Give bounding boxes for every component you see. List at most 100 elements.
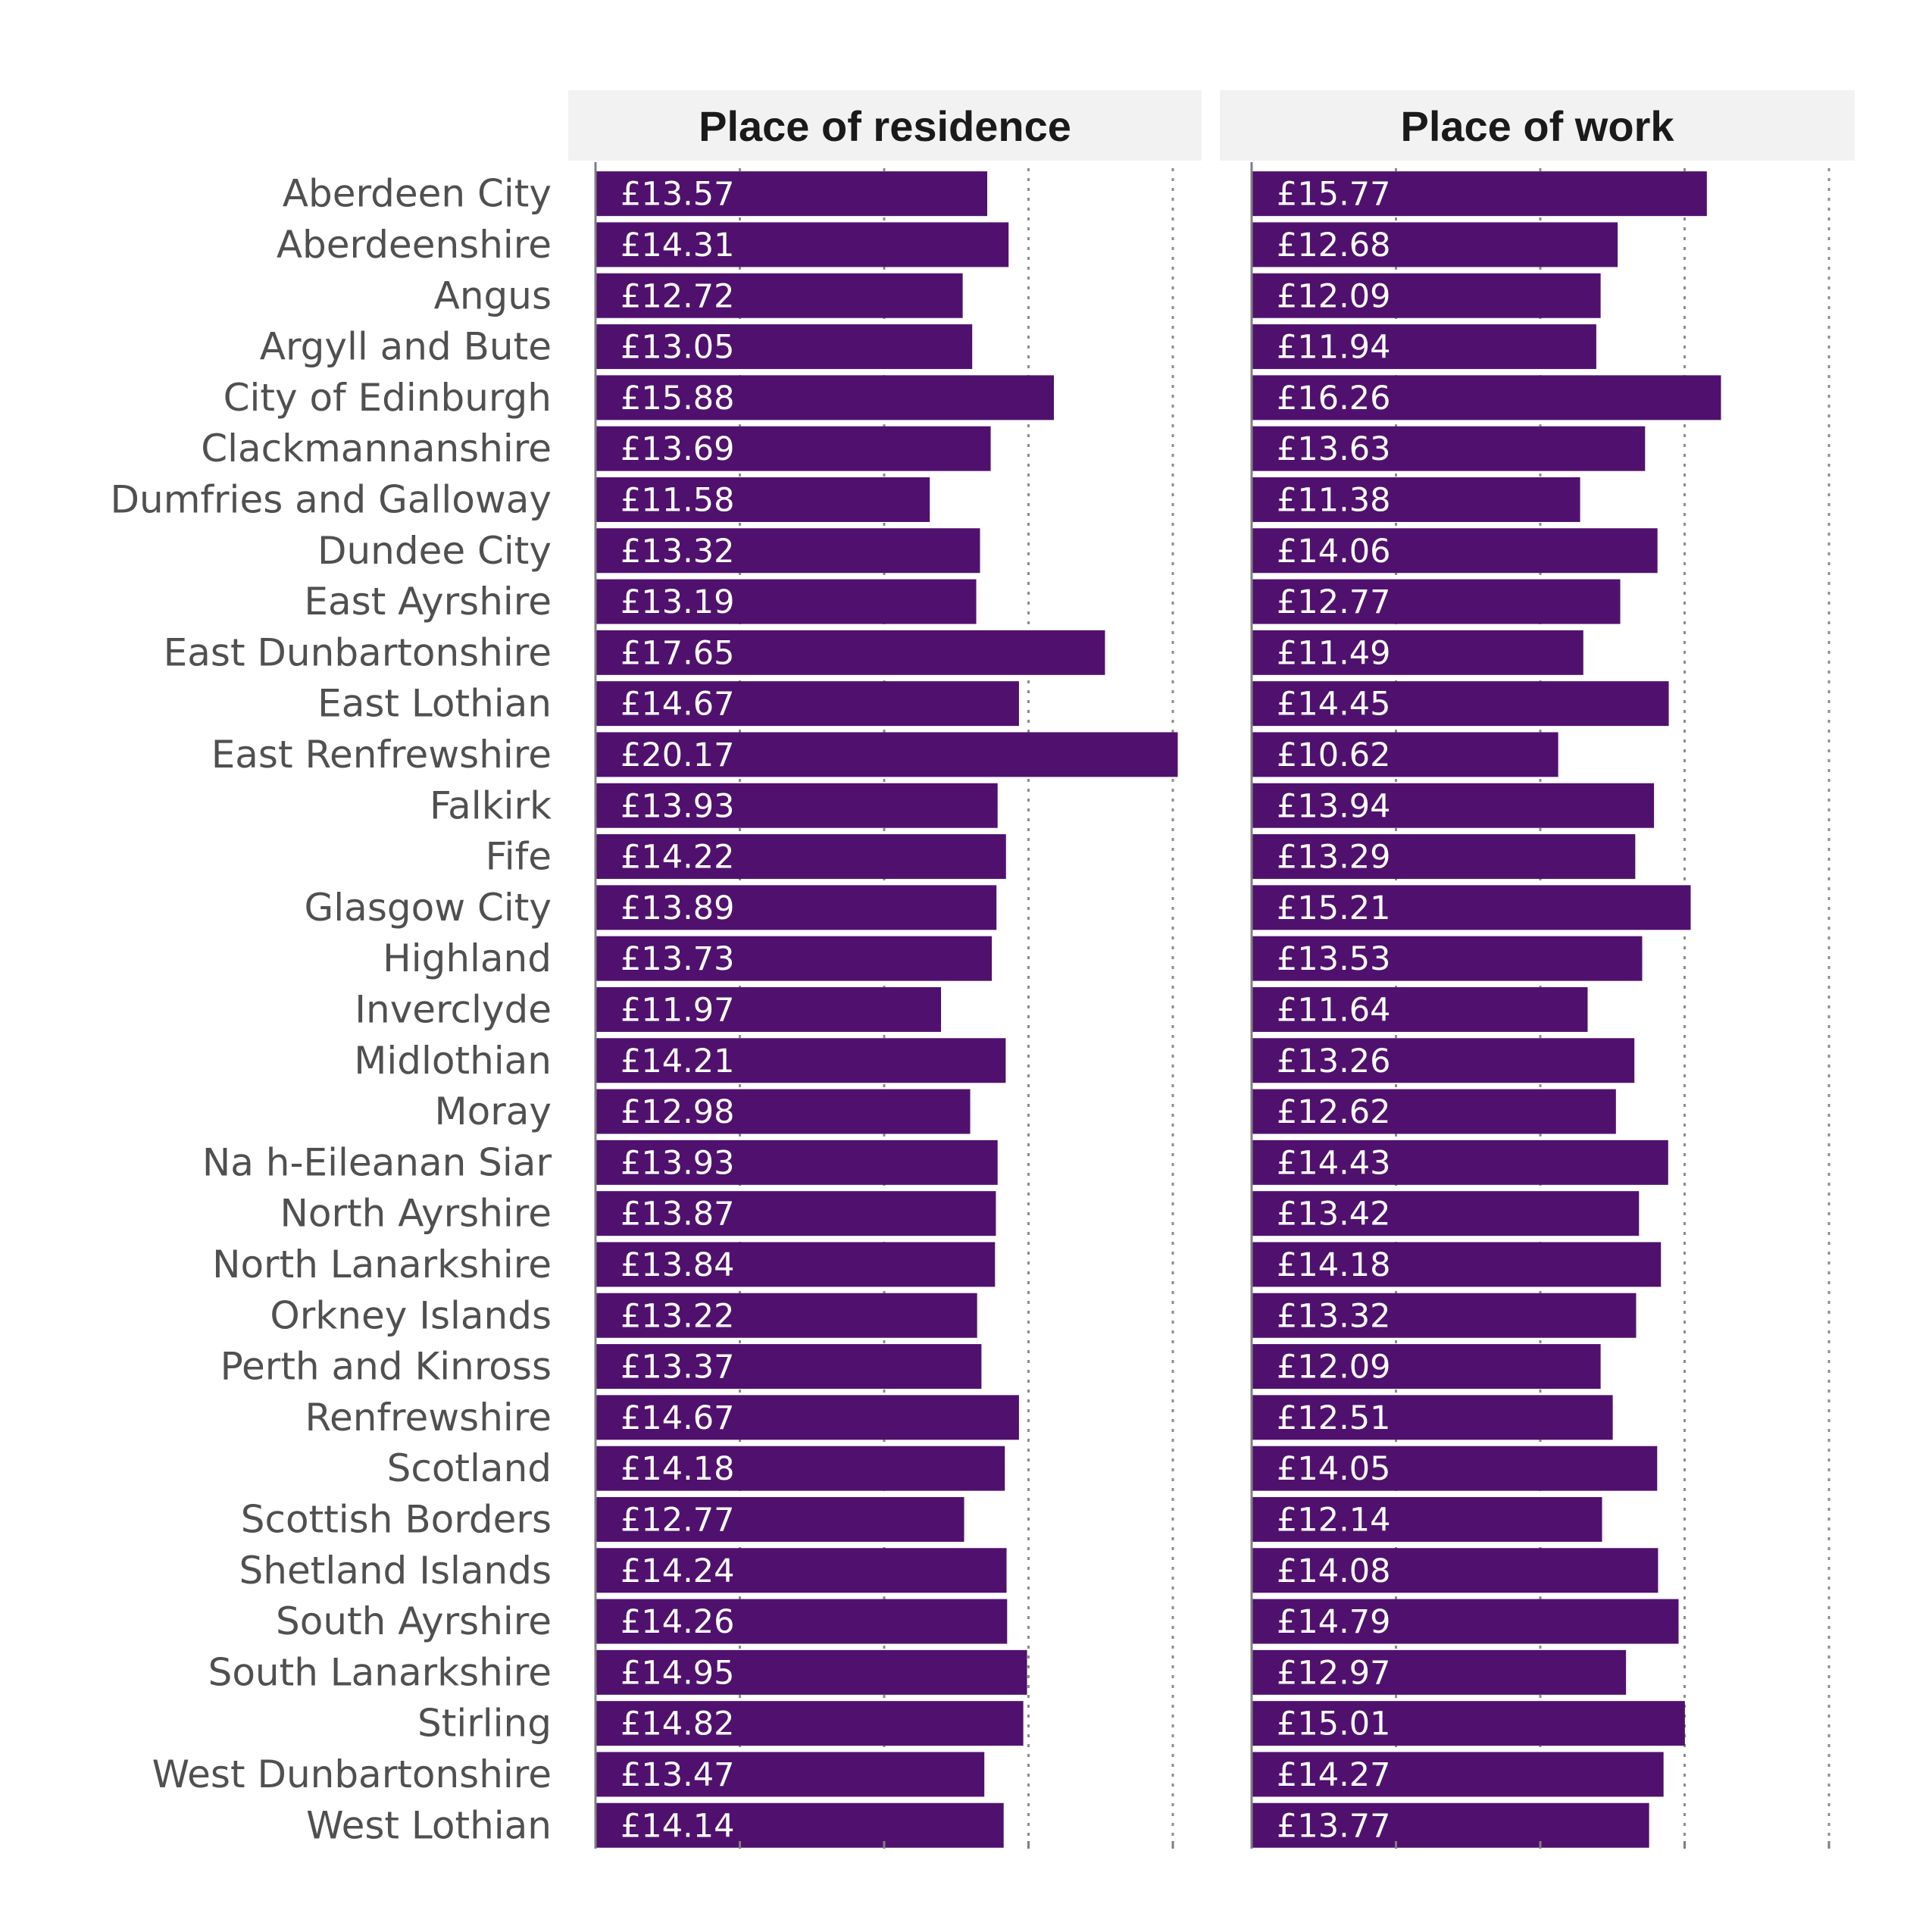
bar-work [1252,1802,1649,1848]
bar-value-label-residence: £14.31 [621,227,734,264]
bar-residence [596,1701,1024,1746]
bar-value-label-residence: £13.84 [621,1246,734,1284]
category-label: Aberdeen City [283,172,552,216]
panel-header-residence [568,90,1202,161]
bar-work [1252,986,1588,1032]
bar-value-label-residence: £14.18 [621,1450,734,1488]
bar-value-label-work: £13.26 [1277,1043,1390,1080]
bar-work [1252,732,1558,777]
bar-work [1252,1191,1640,1236]
bar-residence [596,1599,1008,1644]
bar-residence [596,1242,996,1287]
bar-value-label-work: £12.62 [1277,1093,1390,1131]
bar-value-label-work: £15.01 [1277,1705,1390,1743]
bar-residence [596,1649,1027,1695]
category-label: North Lanarkshire [212,1243,552,1286]
bar-work [1252,426,1646,471]
bar-residence [596,1191,996,1236]
bar-work [1252,375,1721,420]
bar-value-label-work: £11.64 [1277,991,1390,1029]
category-label: South Lanarkshire [208,1650,552,1694]
bar-work [1252,1344,1601,1390]
bar-work [1252,1701,1685,1746]
bar-value-label-work: £13.42 [1277,1196,1390,1233]
bar-work [1252,477,1580,522]
bar-work [1252,630,1583,675]
bar-value-label-work: £14.43 [1277,1144,1390,1182]
bar-value-label-work: £11.49 [1277,634,1390,672]
category-label: Inverclyde [355,987,552,1031]
bar-residence [596,630,1105,675]
category-label: Renfrewshire [305,1396,552,1440]
bar-value-label-residence: £14.95 [621,1654,734,1692]
bar-value-label-work: £12.09 [1277,1349,1390,1386]
bar-value-label-work: £13.29 [1277,839,1390,877]
bar-residence [596,1446,1005,1491]
bar-value-label-work: £13.94 [1277,787,1390,825]
bar-work [1252,579,1621,624]
bar-residence [596,783,998,828]
bar-value-label-residence: £14.24 [621,1552,734,1590]
bar-work [1252,885,1691,930]
bar-value-label-residence: £12.77 [621,1501,734,1539]
bar-value-label-residence: £17.65 [621,634,734,672]
bar-value-label-work: £12.51 [1277,1399,1390,1437]
bar-work [1252,1140,1668,1185]
bar-residence [596,1140,998,1185]
bar-residence [596,885,997,930]
bar-value-label-work: £14.27 [1277,1756,1390,1794]
bar-work [1252,783,1655,828]
category-label: West Lothian [306,1803,552,1847]
bar-work [1252,324,1596,370]
bar-work [1252,1599,1679,1644]
bar-work [1252,936,1643,981]
panel-headers: Place of residence Place of work [568,90,1855,161]
bars: £13.57 £14.31 £12.72 £13.05 £15.88 £13.69 £11.… [596,171,1721,1848]
category-label: Glasgow City [305,886,552,930]
bar-work [1252,1293,1637,1338]
row-labels: Aberdeen City Aberdeenshire Angus Argyll an… [111,172,552,1848]
bar-work [1252,1496,1602,1542]
bar-value-label-work: £13.32 [1277,1297,1390,1335]
bar-value-label-work: £11.94 [1277,329,1390,367]
bar-value-label-residence: £13.47 [621,1756,734,1794]
category-label: Highland [383,936,552,980]
category-label: Orkney Islands [270,1293,552,1337]
category-label: Argyll and Bute [260,325,552,369]
bar-value-label-residence: £13.93 [621,787,734,825]
bar-value-label-residence: £14.67 [621,1399,734,1437]
category-label: City of Edinburgh [224,376,552,420]
bar-value-label-residence: £13.32 [621,533,734,571]
bar-residence [596,528,980,574]
bar-residence [596,171,988,217]
category-label: Falkirk [430,783,552,827]
bar-value-label-work: £13.63 [1277,430,1390,468]
bar-value-label-residence: £12.98 [621,1093,734,1131]
bar-work [1252,1395,1613,1440]
bar-value-label-residence: £13.89 [621,889,734,927]
bar-value-label-work: £11.38 [1277,481,1390,519]
bar-value-label-residence: £14.67 [621,686,734,724]
bar-value-label-residence: £13.19 [621,583,734,621]
category-label: Moray [434,1089,552,1133]
bar-value-label-work: £14.18 [1277,1246,1390,1284]
bar-value-label-residence: £15.88 [621,380,734,417]
bar-residence [596,936,993,981]
bar-residence [596,222,1009,267]
category-label: East Renfrewshire [211,733,552,777]
bar-work [1252,1089,1616,1134]
category-label: Stirling [417,1702,552,1746]
bar-work [1252,528,1658,574]
bar-value-label-residence: £13.73 [621,940,734,978]
category-label: Clackmannanshire [201,427,552,470]
panel-header-work [1220,90,1855,161]
bar-value-label-residence: £13.22 [621,1297,734,1335]
bar-work [1252,834,1636,880]
category-label: Midlothian [354,1039,552,1083]
bar-residence [596,1293,977,1338]
bar-residence [596,986,942,1032]
category-label: Dumfries and Galloway [111,477,552,521]
bar-residence [596,375,1055,420]
bar-residence [596,426,991,471]
